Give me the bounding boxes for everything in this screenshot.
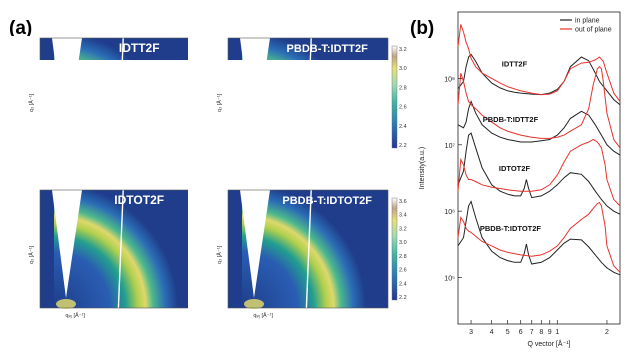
sample-annotation: IDTOT2F bbox=[499, 164, 531, 173]
x-tick-label: 3 bbox=[469, 329, 473, 336]
qz-axis-label: q₃ [Å⁻¹] bbox=[216, 245, 223, 264]
colorbar-tick-label: 2.8 bbox=[399, 254, 407, 260]
x-tick-label: 1 bbox=[555, 329, 559, 336]
colorbar bbox=[391, 45, 398, 149]
series-line-idtt2f-in-plane bbox=[457, 53, 621, 106]
colorbar-tick-label: 2.2 bbox=[399, 295, 407, 301]
map-frame bbox=[227, 189, 389, 309]
qz-axis-label: q₃ [Å⁻¹] bbox=[28, 245, 35, 264]
series-line-pbdb-t-idtot2f-in-plane bbox=[457, 200, 621, 276]
qz-axis-label: q₃ [Å⁻¹] bbox=[216, 93, 223, 112]
colorbar-tick-label: 2.6 bbox=[399, 268, 407, 274]
clip-right bbox=[388, 188, 410, 312]
sample-annotation: PBDB-T:IDTT2F bbox=[483, 115, 539, 124]
qxy-axis-label: qₓᵧ [Å⁻¹] bbox=[65, 312, 85, 319]
series-line-pbdb-t-idtt2f-out-of-plane bbox=[457, 65, 621, 149]
colorbar-tick-label: 3.2 bbox=[399, 47, 407, 53]
y-axis-label: Intensity(a.u.) bbox=[419, 147, 426, 189]
map-label: PBDB-T:IDTT2F bbox=[287, 43, 369, 55]
sample-annotation: IDTT2F bbox=[502, 60, 528, 69]
detector-gap-line bbox=[305, 189, 312, 309]
panel-a-label: (a) bbox=[9, 18, 33, 39]
clip-top bbox=[38, 60, 202, 190]
clip-left bbox=[0, 36, 40, 160]
map-label: IDTT2F bbox=[119, 41, 160, 55]
x-tick-label: 2 bbox=[605, 329, 609, 336]
colorbar-tick-label: 2.4 bbox=[399, 124, 407, 130]
qz-axis-label: q₃ [Å⁻¹] bbox=[28, 93, 35, 112]
y-tick-label: 10⁶ bbox=[444, 209, 455, 216]
colorbar-tick-label: 3.0 bbox=[399, 240, 407, 246]
legend-entry: out of plane bbox=[575, 27, 612, 34]
colorbar bbox=[391, 197, 398, 301]
detector-gap-line bbox=[117, 189, 124, 309]
x-tick-label: 8 bbox=[539, 329, 543, 336]
x-tick-label: 7 bbox=[530, 329, 534, 336]
y-tick-label: 10⁵ bbox=[444, 276, 455, 283]
clip-left bbox=[0, 188, 40, 312]
clip-right bbox=[388, 36, 410, 160]
colorbar-tick-label: 3.0 bbox=[399, 66, 407, 72]
y-tick-label: 10⁸ bbox=[444, 76, 455, 83]
map-panel-4: PBDB-T:IDTOT2F q₃ [Å⁻¹] qₓᵧ [Å⁻¹] 3.6 3.4 3.2… bbox=[188, 60, 410, 319]
plot-frame bbox=[457, 11, 621, 325]
colorbar-tick-label: 2.6 bbox=[399, 105, 407, 111]
x-tick-label: 9 bbox=[548, 329, 552, 336]
diffraction-ring bbox=[242, 184, 366, 308]
x-axis-label: Q vector [Å⁻¹] bbox=[528, 339, 571, 348]
colorbar-tick-label: 3.4 bbox=[399, 213, 407, 219]
diffraction-ring bbox=[54, 184, 178, 308]
y-tick-label: 10⁷ bbox=[445, 143, 456, 150]
clip-left bbox=[188, 188, 228, 312]
beamstop-glow bbox=[56, 299, 76, 309]
clip-top bbox=[38, 0, 202, 38]
colorbar-tick-label: 2.2 bbox=[399, 143, 407, 149]
series-line-idtt2f-out-of-plane bbox=[457, 24, 621, 102]
colorbar-tick-label: 3.6 bbox=[399, 199, 407, 205]
sample-annotation: PBDB-T:IDTOT2F bbox=[480, 224, 542, 233]
qxy-axis-label: qₓᵧ [Å⁻¹] bbox=[253, 312, 273, 319]
missing-wedge bbox=[240, 190, 270, 298]
x-tick-label: 6 bbox=[519, 329, 523, 336]
x-tick-label: 4 bbox=[490, 329, 494, 336]
missing-wedge bbox=[52, 190, 82, 298]
colorbar-tick-label: 2.8 bbox=[399, 85, 407, 91]
clip-top bbox=[226, 0, 390, 38]
map-label: PBDB-T:IDTOT2F bbox=[282, 195, 372, 207]
panel-b-label: (b) bbox=[410, 18, 435, 39]
series-line-idtot2f-in-plane bbox=[457, 132, 621, 215]
x-tick-label: 5 bbox=[506, 329, 510, 336]
map-label: IDTOT2F bbox=[114, 193, 164, 207]
series-line-idtot2f-out-of-plane bbox=[457, 138, 621, 207]
legend-entry: in plane bbox=[575, 18, 600, 25]
line-plot: 3 4 5 6 7 8 9 1 2 10⁸ 10⁷ 10⁶ 10⁵ Q vector [Å⁻¹] Inten… bbox=[419, 11, 621, 348]
series-line-pbdb-t-idtot2f-out-of-plane bbox=[457, 201, 621, 273]
clip-top bbox=[226, 60, 390, 190]
series-line-pbdb-t-idtt2f-in-plane bbox=[457, 99, 621, 156]
beamstop-glow bbox=[244, 299, 264, 309]
colorbar-tick-label: 3.2 bbox=[399, 226, 407, 232]
colorbar-tick-label: 2.4 bbox=[399, 281, 407, 287]
